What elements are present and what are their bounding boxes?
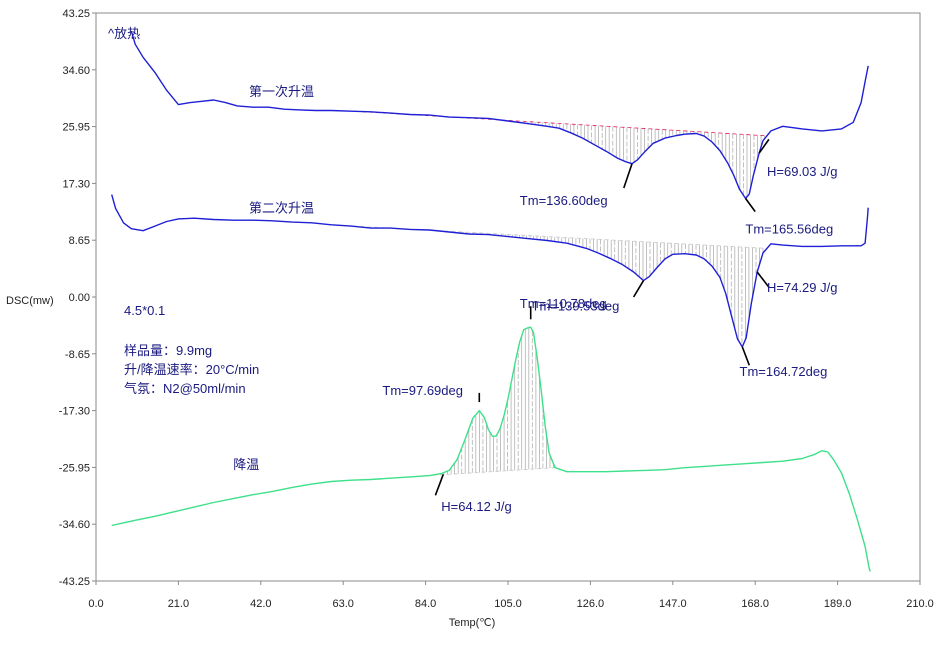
integration-baseline	[354, 110, 768, 137]
series-line	[130, 30, 869, 200]
annotation-label: H=69.03 J/g	[767, 164, 837, 179]
x-axis-ticks: 0.0 21.0 42.0 63.0 84.0 105.0 126.0 147.0 168.0 1…	[88, 581, 934, 610]
y-tick-label: 25.95	[62, 122, 90, 134]
x-tick-label: 84.0	[415, 598, 436, 610]
annotation-label: Tm=110.78deg	[520, 296, 607, 311]
x-tick-label: 21.0	[168, 598, 189, 610]
x-tick-label: 147.0	[659, 598, 687, 610]
y-tick-label: 8.65	[69, 235, 90, 247]
y-tick-label: 43.25	[62, 8, 90, 20]
annotation-leader	[434, 474, 445, 496]
x-tick-label: 210.0	[906, 598, 934, 610]
x-tick-label: 105.0	[494, 598, 522, 610]
annotation-leader	[632, 280, 645, 298]
annotation-label: Tm=165.56deg	[745, 222, 833, 237]
x-tick-label: 63.0	[332, 598, 353, 610]
x-tick-label: 189.0	[824, 598, 852, 610]
y-tick-label: 0.00	[69, 292, 90, 304]
series-layer	[111, 30, 871, 572]
exo-direction-label: ^放热	[108, 26, 140, 41]
annotation-label: H=74.29 J/g	[767, 280, 837, 295]
annotation-leader	[741, 346, 751, 366]
x-tick-label: 42.0	[250, 598, 271, 610]
y-tick-label: -8.65	[65, 349, 90, 361]
y-axis-ticks: 43.25 34.60 25.95 17.30 8.65 0.00 -8.65 -17.30 -…	[59, 8, 96, 588]
annotation-leader	[744, 198, 756, 213]
x-axis-title: Temp(℃)	[449, 617, 496, 629]
y-tick-label: -25.95	[59, 462, 90, 474]
note-sample-mass: 样品量：9.9mg	[124, 343, 212, 358]
y-tick-label: 34.60	[62, 65, 90, 77]
annotation-leader	[756, 271, 770, 288]
x-tick-label: 0.0	[88, 598, 103, 610]
annotation-leader	[623, 163, 633, 189]
annotation-label: Tm=97.69deg	[382, 383, 463, 398]
annotation-label: Tm=139.53deg	[532, 299, 620, 314]
annotation-leader	[758, 138, 770, 154]
note-heating-rate: 升/降温速率：20°C/min	[124, 362, 259, 377]
y-tick-label: -43.25	[59, 576, 90, 588]
y-tick-label: 17.30	[62, 178, 90, 190]
annotation-label: Tm=136.60deg	[520, 193, 608, 208]
y-tick-label: -17.30	[59, 406, 90, 418]
x-tick-label: 126.0	[577, 598, 605, 610]
annotation-label: H=64.12 J/g	[441, 499, 511, 514]
x-tick-label: 168.0	[741, 598, 769, 610]
annotation-layer: Tm=136.60deg H=69.03 J/g Tm=165.56deg Tm=13…	[382, 138, 837, 514]
annotation-label: Tm=164.72deg	[740, 364, 828, 379]
series-line	[111, 326, 871, 572]
y-axis-title: DSC(mw)	[6, 295, 54, 307]
note-sample-size: 4.5*0.1	[124, 303, 165, 318]
y-tick-label: -34.60	[59, 519, 90, 531]
curve-label: 第二次升温	[249, 201, 314, 216]
note-atmosphere: 气氛：N2@50ml/min	[124, 381, 246, 396]
series-line	[111, 194, 869, 348]
sample-notes: 4.5*0.1 样品量：9.9mg 升/降温速率：20°C/min 气氛：N2@…	[124, 303, 259, 396]
curve-label: 第一次升温	[249, 84, 314, 99]
curve-label: 降温	[233, 457, 259, 472]
